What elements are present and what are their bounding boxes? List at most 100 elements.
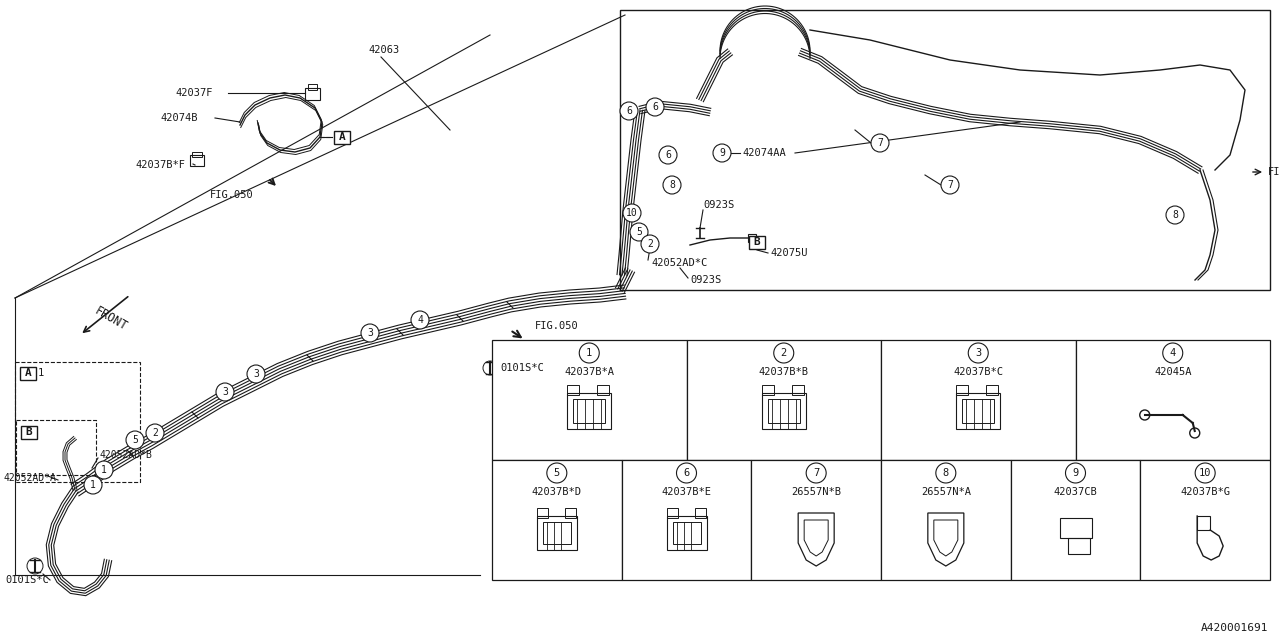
Text: 6: 6: [684, 468, 690, 478]
Circle shape: [146, 424, 164, 442]
Text: 1: 1: [90, 480, 96, 490]
Text: 0923S: 0923S: [690, 275, 721, 285]
Circle shape: [941, 176, 959, 194]
Text: 42037B*D: 42037B*D: [531, 487, 582, 497]
Circle shape: [630, 223, 648, 241]
Circle shape: [247, 365, 265, 383]
Text: 7: 7: [813, 468, 819, 478]
Text: FRONT: FRONT: [92, 305, 129, 333]
Bar: [536, 516, 577, 550]
Text: 42037B*C: 42037B*C: [954, 367, 1004, 377]
Text: FIG.050: FIG.050: [535, 321, 579, 331]
Bar: [567, 385, 580, 395]
Text: 42037B*F: 42037B*F: [134, 160, 186, 170]
Text: 42063: 42063: [369, 45, 399, 55]
Text: 42037CB: 42037CB: [1053, 487, 1097, 497]
Text: B: B: [754, 237, 760, 247]
Text: 6: 6: [652, 102, 658, 112]
Bar: [956, 393, 1000, 429]
Text: 42037B*E: 42037B*E: [662, 487, 712, 497]
Circle shape: [620, 102, 637, 120]
Bar: [622, 460, 751, 580]
Text: 42074AA: 42074AA: [742, 148, 786, 158]
Text: 6: 6: [626, 106, 632, 116]
Bar: [881, 460, 1011, 580]
Text: 4: 4: [417, 315, 422, 325]
Text: 8: 8: [669, 180, 675, 190]
Circle shape: [870, 134, 890, 152]
Text: B: B: [26, 427, 32, 437]
Bar: [667, 516, 707, 550]
Bar: [20, 426, 37, 438]
Bar: [792, 385, 804, 395]
Text: 42052AD*B: 42052AD*B: [100, 450, 152, 460]
Circle shape: [659, 146, 677, 164]
Text: 0923S: 0923S: [703, 200, 735, 210]
Circle shape: [1162, 343, 1183, 363]
Bar: [1197, 516, 1210, 530]
Bar: [492, 340, 686, 460]
Text: 8: 8: [942, 468, 948, 478]
Bar: [567, 393, 612, 429]
Text: A: A: [24, 368, 32, 378]
Bar: [573, 399, 605, 423]
Bar: [987, 385, 998, 395]
Text: 7: 7: [947, 180, 952, 190]
Bar: [667, 508, 677, 518]
Circle shape: [547, 463, 567, 483]
Text: 3: 3: [367, 328, 372, 338]
Text: 1: 1: [38, 368, 45, 378]
Circle shape: [936, 463, 956, 483]
Bar: [189, 155, 204, 166]
Text: 2: 2: [648, 239, 653, 249]
Bar: [536, 508, 548, 518]
Bar: [881, 340, 1075, 460]
Bar: [543, 522, 571, 544]
Circle shape: [1196, 463, 1215, 483]
Text: 42052AD*C: 42052AD*C: [652, 258, 708, 268]
Bar: [334, 131, 349, 143]
Text: FIG.050: FIG.050: [210, 190, 253, 200]
Text: 3: 3: [253, 369, 259, 379]
Text: 4: 4: [1170, 348, 1176, 358]
Text: 5: 5: [132, 435, 138, 445]
Text: 26557N*B: 26557N*B: [791, 487, 841, 497]
Text: 42037B*A: 42037B*A: [564, 367, 614, 377]
Text: 6: 6: [666, 150, 671, 160]
Text: 42052AD*A: 42052AD*A: [3, 473, 56, 483]
Text: 3: 3: [221, 387, 228, 397]
Text: 42037B*B: 42037B*B: [759, 367, 809, 377]
Text: FIG.420-2: FIG.420-2: [1268, 167, 1280, 177]
Circle shape: [623, 204, 641, 222]
Bar: [686, 340, 881, 460]
Text: 26557N*A: 26557N*A: [920, 487, 970, 497]
Text: 5: 5: [636, 227, 643, 237]
Circle shape: [361, 324, 379, 342]
Text: 1: 1: [101, 465, 108, 475]
Circle shape: [773, 343, 794, 363]
Text: 0101S*C: 0101S*C: [5, 575, 49, 585]
Bar: [1011, 460, 1140, 580]
Bar: [956, 385, 968, 395]
Text: 10: 10: [626, 208, 637, 218]
Text: 3: 3: [975, 348, 982, 358]
Text: 2: 2: [152, 428, 157, 438]
Circle shape: [216, 383, 234, 401]
Text: 5: 5: [554, 468, 559, 478]
Text: 42075U: 42075U: [771, 248, 808, 258]
Bar: [762, 393, 805, 429]
Text: 9: 9: [1073, 468, 1079, 478]
Bar: [1140, 460, 1270, 580]
Circle shape: [806, 463, 826, 483]
Text: 2: 2: [781, 348, 787, 358]
Bar: [620, 10, 1270, 290]
Bar: [749, 236, 765, 248]
Bar: [1068, 538, 1089, 554]
Circle shape: [1065, 463, 1085, 483]
Bar: [963, 399, 995, 423]
Text: 42037B*G: 42037B*G: [1180, 487, 1230, 497]
Bar: [192, 152, 202, 157]
Bar: [768, 399, 800, 423]
Text: A: A: [339, 132, 346, 142]
Bar: [695, 508, 705, 518]
